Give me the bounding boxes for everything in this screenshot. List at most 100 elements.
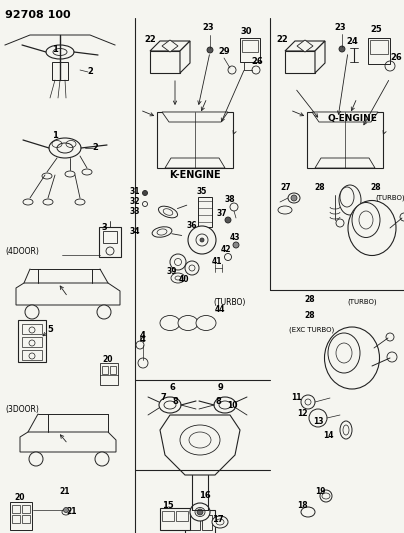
Ellipse shape (171, 273, 185, 283)
Circle shape (143, 190, 147, 196)
Text: 21: 21 (67, 507, 77, 516)
Bar (185, 510, 215, 533)
Text: 5: 5 (47, 326, 53, 335)
Ellipse shape (340, 421, 352, 439)
Ellipse shape (158, 206, 177, 218)
Circle shape (225, 217, 231, 223)
Ellipse shape (196, 316, 216, 330)
Circle shape (320, 490, 332, 502)
Text: 16: 16 (199, 490, 211, 499)
Text: 12: 12 (297, 408, 307, 417)
Polygon shape (162, 112, 228, 122)
Bar (22, 324, 42, 334)
Text: 38: 38 (225, 196, 235, 205)
Text: 1: 1 (52, 45, 58, 54)
Text: (3DOOR): (3DOOR) (5, 405, 39, 414)
Ellipse shape (189, 432, 211, 448)
Ellipse shape (336, 343, 352, 363)
Bar (102, 366, 108, 374)
Polygon shape (297, 40, 313, 52)
Text: 4: 4 (139, 330, 145, 340)
Ellipse shape (195, 507, 205, 516)
Bar (157, 112, 233, 168)
Polygon shape (180, 41, 190, 73)
Circle shape (301, 395, 315, 409)
Ellipse shape (328, 333, 360, 373)
Ellipse shape (212, 516, 228, 528)
Ellipse shape (214, 397, 236, 413)
Bar (240, 38, 260, 62)
Ellipse shape (352, 203, 380, 238)
Ellipse shape (160, 316, 180, 330)
Polygon shape (20, 432, 116, 452)
Ellipse shape (359, 211, 373, 229)
Text: 30: 30 (240, 28, 252, 36)
Text: 2: 2 (87, 68, 93, 77)
Text: 15: 15 (162, 500, 174, 510)
Text: 8: 8 (172, 398, 178, 407)
Text: 6: 6 (169, 384, 175, 392)
Bar (22, 350, 42, 360)
Circle shape (336, 219, 344, 227)
Text: 36: 36 (187, 221, 197, 230)
Text: 42: 42 (221, 246, 231, 254)
Text: 37: 37 (217, 208, 227, 217)
Bar (110, 366, 116, 374)
Text: 34: 34 (130, 228, 140, 237)
Circle shape (200, 238, 204, 242)
Polygon shape (165, 158, 225, 168)
Text: 44: 44 (215, 305, 225, 314)
Polygon shape (16, 283, 120, 305)
Ellipse shape (348, 200, 396, 255)
Text: 3: 3 (101, 223, 107, 232)
Text: 20: 20 (103, 356, 113, 365)
Ellipse shape (219, 401, 231, 409)
Bar (18, 320, 46, 362)
Text: 24: 24 (346, 37, 358, 46)
Text: 22: 22 (144, 36, 156, 44)
Bar (150, 51, 180, 73)
Bar (10, 502, 32, 530)
Bar (22, 505, 30, 513)
Polygon shape (162, 40, 178, 52)
Circle shape (29, 452, 43, 466)
Circle shape (25, 305, 39, 319)
Ellipse shape (178, 316, 198, 330)
Text: 35: 35 (197, 188, 207, 197)
Bar (22, 515, 30, 523)
Bar (22, 337, 42, 347)
Text: Q-ENGINE: Q-ENGINE (328, 114, 378, 123)
Bar (52, 62, 68, 80)
Text: 10: 10 (227, 401, 237, 410)
Text: 13: 13 (313, 417, 323, 426)
Text: (TURBO): (TURBO) (214, 297, 246, 306)
Text: 28: 28 (305, 311, 315, 319)
Bar (370, 40, 388, 54)
Text: 1: 1 (52, 131, 58, 140)
Bar (100, 363, 118, 385)
Ellipse shape (278, 206, 292, 214)
Circle shape (188, 226, 216, 254)
Text: 29: 29 (218, 47, 230, 56)
Bar (103, 231, 117, 243)
Text: 33: 33 (130, 207, 140, 216)
Ellipse shape (152, 227, 172, 237)
Polygon shape (312, 112, 378, 122)
Ellipse shape (301, 507, 315, 517)
Circle shape (95, 452, 109, 466)
Circle shape (170, 254, 186, 270)
Text: 27: 27 (281, 183, 291, 192)
Bar (12, 505, 20, 513)
Polygon shape (285, 41, 325, 51)
Ellipse shape (164, 401, 176, 409)
Circle shape (97, 305, 111, 319)
Text: 28: 28 (315, 183, 325, 192)
Text: 23: 23 (202, 23, 214, 33)
Bar (12, 515, 20, 523)
Circle shape (233, 242, 239, 248)
Bar (160, 508, 190, 530)
Text: (TURBO): (TURBO) (347, 299, 377, 305)
Text: 8: 8 (215, 398, 221, 407)
Text: K-ENGINE: K-ENGINE (169, 170, 221, 180)
Text: 4: 4 (140, 335, 146, 344)
